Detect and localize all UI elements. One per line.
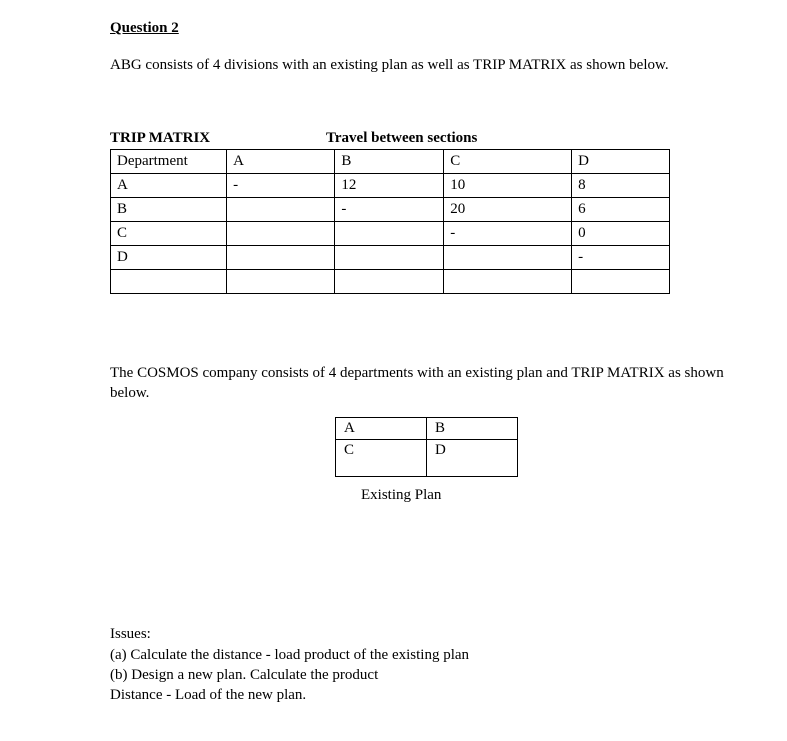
table-row: B - 20 6 xyxy=(111,198,670,222)
col-header: Department xyxy=(111,150,227,174)
matrix-label-left: TRIP MATRIX xyxy=(110,130,326,147)
cell: - xyxy=(444,222,572,246)
matrix-label-right: Travel between sections xyxy=(326,130,586,147)
cell xyxy=(335,246,444,270)
existing-plan-block: A B C D Existing Plan xyxy=(335,417,747,504)
issue-item: (b) Design a new plan. Calculate the pro… xyxy=(110,665,747,685)
issue-item: Distance - Load of the new plan. xyxy=(110,685,747,705)
cell xyxy=(111,270,227,294)
cell: B xyxy=(111,198,227,222)
plan-cell: C xyxy=(336,440,427,477)
table-row xyxy=(111,270,670,294)
issue-item: (a) Calculate the distance - load produc… xyxy=(110,645,747,665)
cell: D xyxy=(111,246,227,270)
cell xyxy=(227,198,335,222)
plan-row: C D xyxy=(336,440,518,477)
table-row: D - xyxy=(111,246,670,270)
question-title: Question 2 xyxy=(110,20,747,37)
cell xyxy=(335,270,444,294)
cell xyxy=(227,270,335,294)
cell: 12 xyxy=(335,174,444,198)
issues-block: Issues: (a) Calculate the distance - loa… xyxy=(110,624,747,705)
cell xyxy=(227,222,335,246)
existing-plan-table: A B C D xyxy=(335,417,518,477)
cell: 8 xyxy=(572,174,670,198)
matrix-header-row: TRIP MATRIX Travel between sections xyxy=(110,130,747,147)
trip-matrix-table: Department A B C D A - 12 10 8 B - 20 6 … xyxy=(110,149,670,294)
plan-cell: A xyxy=(336,418,427,440)
col-header: B xyxy=(335,150,444,174)
col-header: A xyxy=(227,150,335,174)
page: Question 2 ABG consists of 4 divisions w… xyxy=(0,0,787,741)
cell: 6 xyxy=(572,198,670,222)
cell xyxy=(444,270,572,294)
cell xyxy=(444,246,572,270)
table-header-row: Department A B C D xyxy=(111,150,670,174)
cell: 10 xyxy=(444,174,572,198)
table-row: A - 12 10 8 xyxy=(111,174,670,198)
col-header: D xyxy=(572,150,670,174)
intro-text: ABG consists of 4 divisions with an exis… xyxy=(110,55,690,75)
issues-heading: Issues: xyxy=(110,624,747,644)
cell: - xyxy=(572,246,670,270)
plan-caption: Existing Plan xyxy=(361,487,747,504)
cell: 20 xyxy=(444,198,572,222)
cell xyxy=(572,270,670,294)
plan-row: A B xyxy=(336,418,518,440)
plan-cell: D xyxy=(427,440,518,477)
table-row: C - 0 xyxy=(111,222,670,246)
plan-cell: B xyxy=(427,418,518,440)
cell xyxy=(335,222,444,246)
cosmos-text: The COSMOS company consists of 4 departm… xyxy=(110,364,747,403)
cell: A xyxy=(111,174,227,198)
cell: 0 xyxy=(572,222,670,246)
cell xyxy=(227,246,335,270)
col-header: C xyxy=(444,150,572,174)
cell: - xyxy=(227,174,335,198)
cell: - xyxy=(335,198,444,222)
cell: C xyxy=(111,222,227,246)
